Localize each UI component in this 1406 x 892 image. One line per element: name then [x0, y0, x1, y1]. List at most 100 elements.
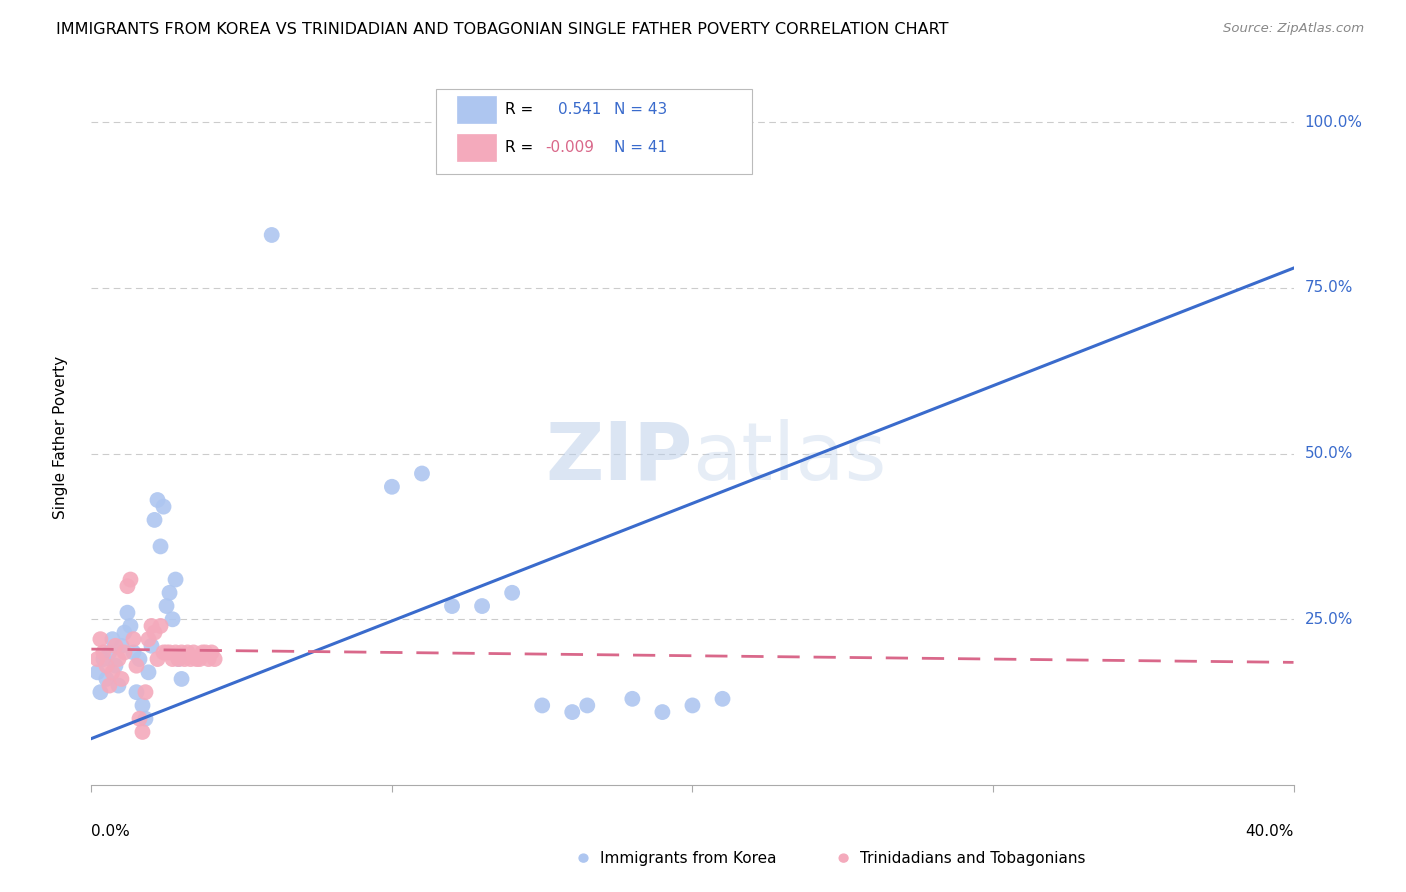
Point	[170, 672, 193, 686]
Point	[170, 645, 193, 659]
Point	[101, 632, 124, 647]
Text: 40.0%: 40.0%	[1246, 824, 1294, 838]
Point	[167, 652, 190, 666]
Text: atlas: atlas	[692, 419, 887, 497]
Point	[681, 698, 703, 713]
Point	[159, 586, 181, 600]
Point	[110, 672, 132, 686]
Text: N = 43: N = 43	[614, 103, 668, 117]
Point	[141, 619, 163, 633]
Point	[149, 619, 172, 633]
Point	[86, 665, 108, 680]
Point	[576, 698, 599, 713]
Point	[138, 665, 160, 680]
Point	[176, 645, 198, 659]
Point	[143, 625, 166, 640]
Point	[194, 645, 217, 659]
Point	[138, 632, 160, 647]
Point	[117, 579, 139, 593]
Point	[128, 652, 150, 666]
Point	[134, 685, 156, 699]
Text: 50.0%: 50.0%	[1305, 446, 1353, 461]
Point	[114, 625, 136, 640]
Point	[122, 632, 145, 647]
Point	[117, 606, 139, 620]
Point	[107, 652, 129, 666]
Point	[104, 639, 127, 653]
Point	[134, 712, 156, 726]
Text: IMMIGRANTS FROM KOREA VS TRINIDADIAN AND TOBAGONIAN SINGLE FATHER POVERTY CORREL: IMMIGRANTS FROM KOREA VS TRINIDADIAN AND…	[56, 22, 949, 37]
Point	[104, 658, 127, 673]
Point	[183, 645, 205, 659]
Y-axis label: Single Father Poverty: Single Father Poverty	[53, 356, 67, 518]
Point	[501, 586, 523, 600]
Point	[381, 480, 404, 494]
Point	[167, 652, 190, 666]
Point	[260, 227, 283, 242]
Point	[165, 573, 187, 587]
Point	[101, 665, 124, 680]
Point	[146, 652, 169, 666]
Point	[128, 712, 150, 726]
Point	[141, 639, 163, 653]
Point	[561, 705, 583, 719]
Point	[201, 645, 224, 659]
Point	[122, 645, 145, 659]
Point	[155, 599, 177, 613]
Text: Source: ZipAtlas.com: Source: ZipAtlas.com	[1223, 22, 1364, 36]
Point	[125, 685, 148, 699]
Point	[162, 652, 184, 666]
Point	[441, 599, 464, 613]
Point	[197, 652, 219, 666]
Point	[114, 645, 136, 659]
Point	[155, 645, 177, 659]
Point	[186, 652, 208, 666]
Point	[98, 679, 121, 693]
Point	[89, 632, 111, 647]
Text: ZIP: ZIP	[546, 419, 692, 497]
Text: 0.541: 0.541	[558, 103, 602, 117]
Point	[146, 493, 169, 508]
Point	[152, 645, 174, 659]
Text: 100.0%: 100.0%	[1305, 115, 1362, 130]
Text: Trinidadians and Tobagonians: Trinidadians and Tobagonians	[860, 851, 1085, 865]
Point	[162, 612, 184, 626]
Text: 0.0%: 0.0%	[91, 824, 131, 838]
Point	[120, 573, 142, 587]
Point	[125, 658, 148, 673]
Point	[621, 691, 644, 706]
Point	[107, 679, 129, 693]
Text: R =: R =	[505, 140, 533, 154]
Point	[86, 652, 108, 666]
Text: Immigrants from Korea: Immigrants from Korea	[600, 851, 778, 865]
Point	[93, 645, 115, 659]
Text: N = 41: N = 41	[614, 140, 668, 154]
Text: R =: R =	[505, 103, 533, 117]
Point	[165, 645, 187, 659]
Point	[711, 691, 734, 706]
Point	[120, 619, 142, 633]
Point	[96, 672, 118, 686]
Point	[110, 639, 132, 653]
Point	[131, 725, 153, 739]
Point	[651, 705, 673, 719]
Point	[159, 645, 181, 659]
Point	[93, 652, 115, 666]
Point	[143, 513, 166, 527]
Point	[149, 540, 172, 554]
Point	[411, 467, 433, 481]
Point	[173, 652, 195, 666]
Point	[531, 698, 554, 713]
Point	[89, 685, 111, 699]
Point	[471, 599, 494, 613]
Point	[152, 500, 174, 514]
Point	[180, 652, 202, 666]
Text: -0.009: -0.009	[546, 140, 595, 154]
Text: 75.0%: 75.0%	[1305, 280, 1353, 295]
Point	[98, 645, 121, 659]
Point	[96, 658, 118, 673]
Text: 25.0%: 25.0%	[1305, 612, 1353, 627]
Point	[188, 652, 211, 666]
Point	[131, 698, 153, 713]
Point	[204, 652, 226, 666]
